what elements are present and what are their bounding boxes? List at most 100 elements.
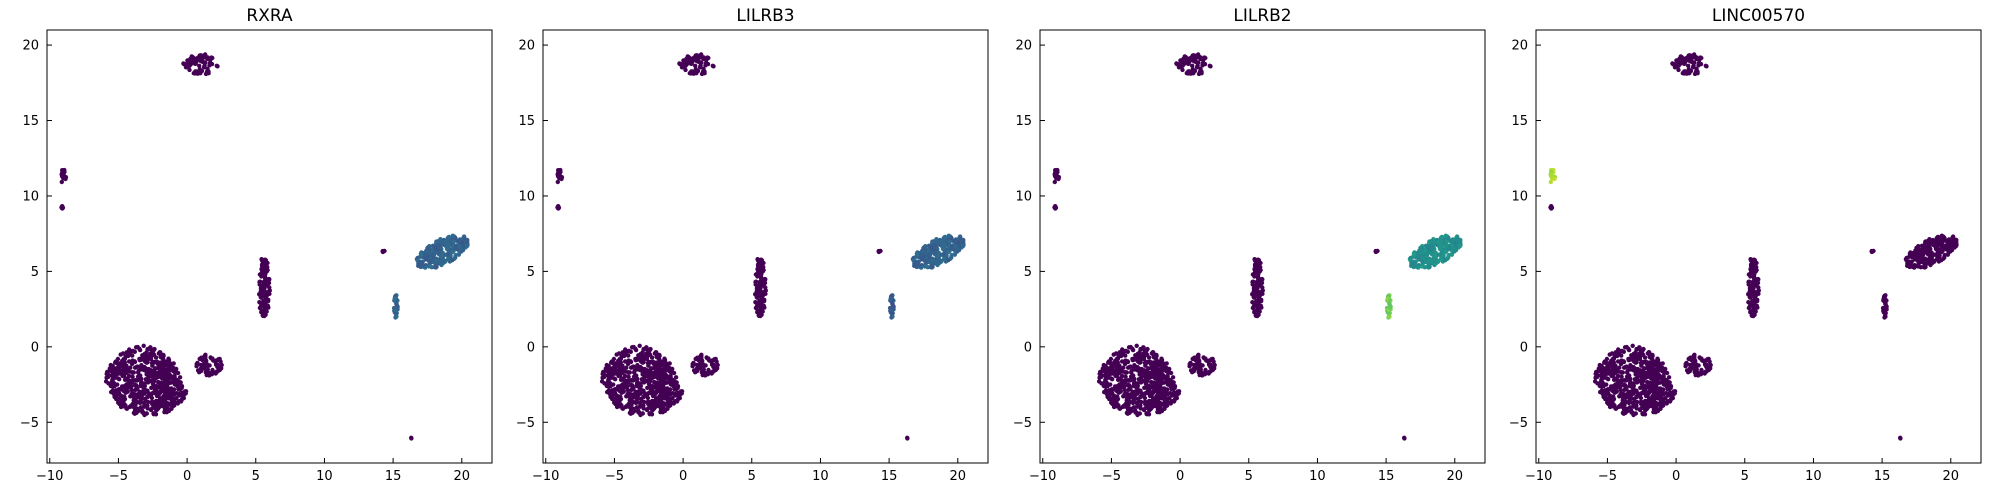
data-point-main [645, 360, 651, 366]
data-point-main [671, 370, 677, 376]
data-point-main [618, 396, 624, 402]
data-point-right_big [1429, 259, 1434, 264]
data-point-main [1103, 376, 1109, 382]
data-point-vertical [1256, 278, 1261, 284]
data-point-main [650, 408, 655, 413]
data-point-right_big [922, 264, 928, 269]
data-point-main [641, 403, 646, 408]
data-point-main [1645, 379, 1650, 385]
data-point-right_big [1409, 261, 1414, 266]
data-point-main [157, 396, 163, 401]
data-point-main [1655, 395, 1660, 401]
data-point-main [666, 379, 672, 385]
data-point-main [153, 401, 158, 406]
data-point-main [1616, 351, 1621, 356]
data-point-main [657, 402, 662, 408]
data-point-vertical [755, 303, 760, 308]
data-point-main [1167, 396, 1172, 401]
data-point-main [148, 373, 153, 379]
data-point-vertical [1252, 309, 1257, 314]
data-point-main [153, 366, 158, 371]
data-point-main [1154, 402, 1159, 408]
data-point-right_big [1925, 239, 1930, 244]
data-point-main [1632, 366, 1638, 372]
data-point-main [1601, 383, 1606, 388]
data-point-top [197, 63, 202, 68]
data-point-top [1686, 63, 1691, 68]
data-point-main [1153, 375, 1158, 381]
data-point-left_lower [555, 205, 561, 210]
y-tick-label: −5 [1013, 416, 1032, 431]
data-point-main [1134, 343, 1139, 348]
data-point-main [1108, 356, 1114, 362]
data-point-right_vertical [891, 305, 896, 310]
data-point-main [122, 356, 128, 361]
data-point-main [1171, 380, 1176, 385]
data-point-right_big [1430, 250, 1435, 255]
data-point-main [164, 400, 169, 405]
data-point-top [1682, 69, 1687, 74]
data-point-vertical [261, 298, 266, 303]
data-point-right_big [418, 264, 423, 270]
data-point-main [634, 357, 639, 362]
data-point-main [1105, 383, 1110, 388]
data-point-main [160, 375, 165, 381]
data-point-vertical [755, 262, 761, 267]
data-point-main [1168, 370, 1174, 376]
data-point-mid_small [695, 363, 700, 368]
data-point-main [1658, 387, 1663, 393]
data-point-top [697, 53, 702, 58]
data-point-right_big [932, 259, 937, 264]
y-tick-label: 15 [1015, 114, 1032, 129]
data-point-top [1207, 63, 1213, 68]
data-point-mid_small [714, 365, 720, 370]
data-point-main [1623, 408, 1628, 414]
data-point-vertical [757, 283, 762, 288]
data-point-main [146, 391, 151, 396]
data-point-main [678, 389, 684, 394]
data-point-right_big [1411, 251, 1417, 256]
scatter-points [1548, 52, 1959, 441]
data-point-main [600, 375, 605, 380]
data-point-right_big [1934, 256, 1940, 262]
data-point-main [1147, 391, 1153, 396]
data-point-main [1136, 366, 1142, 372]
x-tick-label: 10 [1805, 469, 1822, 484]
data-point-right_big [1923, 264, 1928, 270]
data-point-top [687, 55, 692, 60]
data-point-main [143, 377, 148, 382]
data-point-main [1138, 395, 1143, 400]
y-tick-label: 20 [518, 39, 535, 54]
data-point-top [1190, 53, 1195, 58]
data-point-main [1611, 396, 1617, 402]
data-point-main [139, 380, 144, 386]
data-point-main [658, 409, 664, 414]
data-point-right_big [1438, 256, 1444, 262]
data-point-main [156, 374, 161, 380]
data-point-main [1659, 379, 1665, 385]
data-point-main [167, 365, 172, 371]
data-point-main [639, 377, 644, 382]
data-point-right_vertical [395, 305, 400, 310]
data-point-main [1146, 366, 1151, 371]
data-point-main [141, 343, 146, 348]
data-point-right_big [457, 244, 462, 249]
data-point-isolated [1898, 435, 1903, 440]
data-point-main [645, 370, 650, 375]
data-point-mid_small [705, 372, 711, 377]
scatter-points [1052, 52, 1463, 441]
data-point-mid_small [1688, 363, 1693, 368]
data-point-main [1155, 370, 1161, 375]
data-point-top [699, 71, 705, 77]
data-point-main [618, 383, 623, 389]
data-point-vertical [763, 285, 768, 290]
data-point-main [151, 412, 156, 417]
data-point-mid_small [709, 358, 714, 363]
data-point-main [1132, 380, 1137, 386]
data-point-vertical [1748, 258, 1754, 263]
data-point-main [1142, 354, 1147, 359]
data-point-right_big [1935, 238, 1940, 243]
data-point-main [145, 395, 150, 400]
y-tick-label: 0 [31, 340, 39, 355]
